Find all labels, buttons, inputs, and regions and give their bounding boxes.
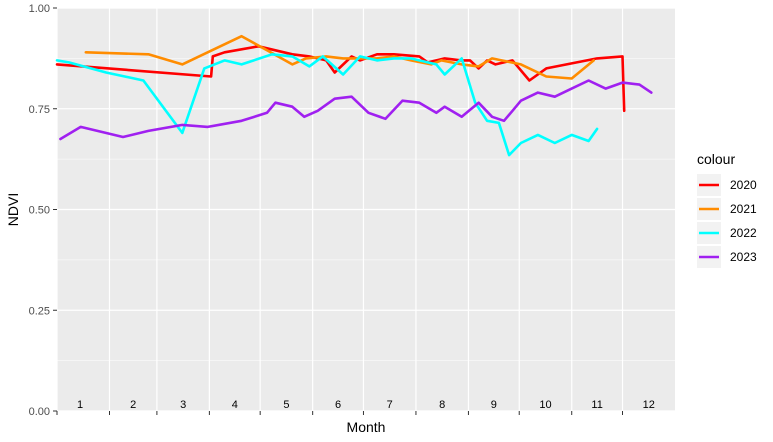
y-axis-title: NDVI [5, 193, 21, 226]
y-tick-label: 0.25 [29, 305, 50, 317]
y-axis: 0.00 0.25 0.50 0.75 1.00 [29, 3, 57, 418]
series-lines [55, 34, 653, 157]
series-line-2021 [84, 34, 596, 80]
legend-label-2020: 2020 [730, 178, 757, 192]
series-line-2020 [55, 44, 626, 113]
month-label: 1 [77, 399, 83, 411]
month-label: 3 [180, 399, 186, 411]
legend-label-2021: 2021 [730, 202, 757, 216]
legend: colour 2020 2021 2022 2023 [697, 151, 757, 268]
x-axis-title: Month [347, 419, 386, 435]
month-labels: 1 2 3 4 5 6 7 8 9 10 11 12 [77, 399, 655, 411]
y-tick-label: 1.00 [29, 3, 50, 15]
series-line-2023 [59, 79, 653, 141]
legend-label-2022: 2022 [730, 226, 757, 240]
month-label: 5 [283, 399, 289, 411]
x-axis [56, 411, 624, 415]
month-label: 10 [539, 399, 551, 411]
series-line-2022 [55, 52, 599, 157]
month-label: 11 [591, 399, 602, 411]
month-label: 4 [232, 399, 238, 411]
month-label: 2 [130, 399, 136, 411]
y-tick-label: 0.00 [29, 406, 50, 418]
y-tick-label: 0.50 [29, 205, 50, 217]
y-tick-label: 0.75 [29, 104, 50, 116]
month-label: 6 [335, 399, 341, 411]
legend-title: colour [697, 151, 735, 167]
month-label: 9 [491, 399, 497, 411]
month-label: 12 [643, 399, 655, 411]
legend-label-2023: 2023 [730, 250, 757, 264]
month-label: 7 [387, 399, 393, 411]
month-label: 8 [439, 399, 445, 411]
